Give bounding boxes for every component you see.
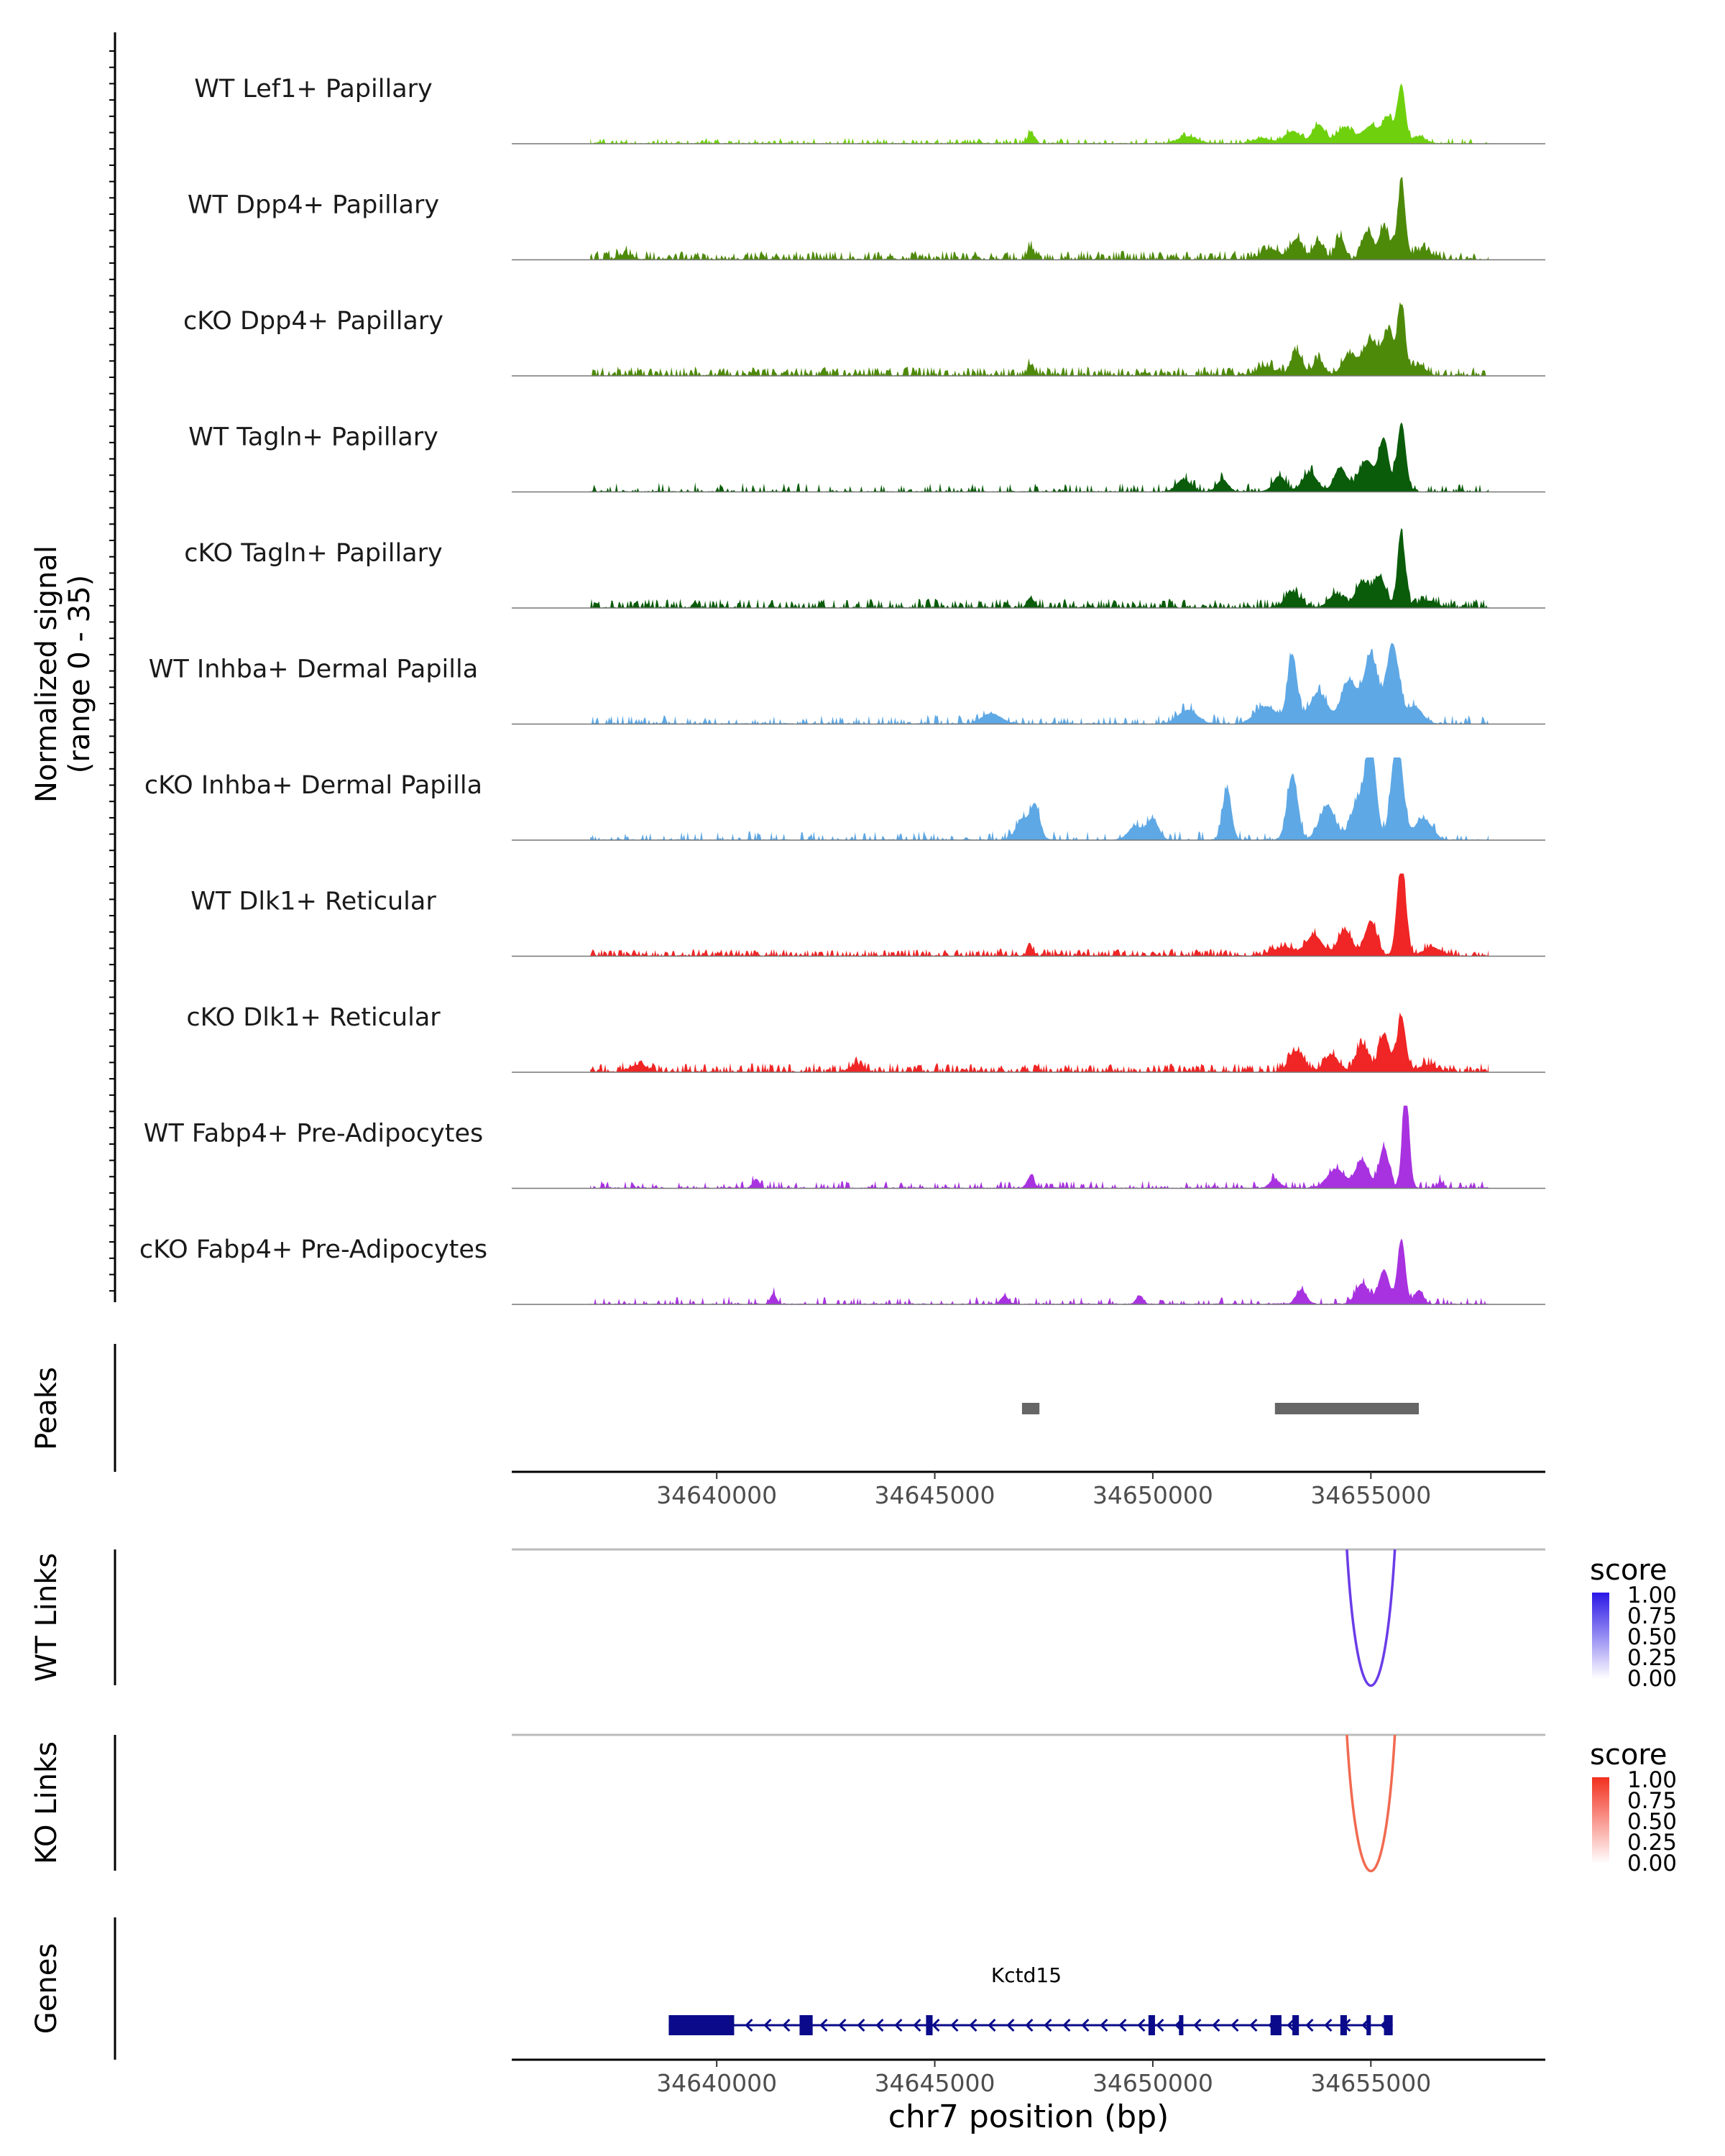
- legend-value: 1.00: [1627, 1767, 1677, 1793]
- strand-arrow: [838, 2018, 847, 2032]
- strand-arrow: [1081, 2018, 1090, 2032]
- legend-value: 1.00: [1627, 1583, 1677, 1608]
- legend-value: 0.50: [1627, 1624, 1677, 1650]
- track-label: cKO Fabp4+ Pre-Adipocytes: [139, 1235, 487, 1264]
- legend-value: 0.00: [1627, 1851, 1677, 1876]
- strand-arrow: [913, 2018, 921, 2032]
- strand-arrow: [857, 2018, 865, 2032]
- track-label: cKO Tagln+ Papillary: [184, 539, 443, 568]
- strand-arrow: [763, 2018, 772, 2032]
- link-arc: [1346, 1734, 1397, 1873]
- strand-arrow: [1287, 2018, 1295, 2032]
- genes-label: Genes: [30, 1943, 63, 2034]
- gene-name: Kctd15: [991, 1963, 1062, 1987]
- coverage-area: [590, 1012, 1489, 1072]
- strand-arrow: [1137, 2018, 1146, 2032]
- strand-arrow: [1230, 2018, 1239, 2032]
- peaks-label: Peaks: [30, 1367, 63, 1450]
- x-tick-label: 34650000: [1092, 1481, 1213, 1509]
- strand-arrow: [1044, 2018, 1052, 2032]
- x-tick-label: 34655000: [1310, 2069, 1431, 2097]
- strand-arrow: [932, 2018, 940, 2032]
- track-label: cKO Dlk1+ Reticular: [186, 1003, 441, 1032]
- strand-arrow: [875, 2018, 884, 2032]
- x-tick-label: 34640000: [656, 1481, 777, 1509]
- gene-exon: [1366, 2015, 1371, 2035]
- strand-arrow: [782, 2018, 791, 2032]
- track-label: cKO Dpp4+ Papillary: [183, 307, 443, 336]
- legend-title: score: [1590, 1554, 1667, 1587]
- gene-exon: [1384, 2015, 1393, 2035]
- peak-interval: [1274, 1403, 1420, 1414]
- strand-arrow: [894, 2018, 903, 2032]
- link-arc: [1346, 1549, 1397, 1687]
- legend-value: 0.25: [1627, 1830, 1677, 1856]
- coverage-area: [590, 302, 1489, 376]
- strand-arrow: [1006, 2018, 1015, 2032]
- coverage-area: [590, 83, 1489, 144]
- peak-interval: [1021, 1403, 1040, 1414]
- coverage-area: [590, 1238, 1489, 1304]
- links-label: KO Links: [30, 1741, 63, 1864]
- strand-arrow: [1062, 2018, 1071, 2032]
- strand-arrow: [1305, 2018, 1314, 2032]
- gene-exon: [668, 2015, 735, 2035]
- strand-arrow: [1324, 2018, 1333, 2032]
- coverage-y-label: Normalized signal: [30, 545, 63, 803]
- coverage-area: [590, 873, 1489, 957]
- x-tick-label: 34645000: [875, 2069, 995, 2097]
- strand-arrow: [1193, 2018, 1202, 2032]
- gene-exon: [1148, 2015, 1155, 2035]
- strand-arrow: [950, 2018, 959, 2032]
- gene-exon: [799, 2015, 813, 2035]
- gene-exon: [1340, 2015, 1347, 2035]
- track-label: WT Dlk1+ Reticular: [190, 888, 436, 916]
- strand-arrow: [1025, 2018, 1034, 2032]
- strand-arrow: [819, 2018, 828, 2032]
- coverage-area: [590, 422, 1489, 492]
- legend-colorbar: [1592, 1777, 1609, 1864]
- track-label: WT Tagln+ Papillary: [188, 423, 438, 452]
- track-label: WT Fabp4+ Pre-Adipocytes: [144, 1120, 483, 1148]
- x-tick-label: 34650000: [1092, 2069, 1213, 2097]
- legend-value: 0.75: [1627, 1788, 1677, 1814]
- track-label: WT Lef1+ Papillary: [194, 75, 433, 103]
- gene-exon: [926, 2015, 933, 2035]
- strand-arrow: [1212, 2018, 1220, 2032]
- coverage-area: [590, 1105, 1489, 1189]
- strand-arrow: [988, 2018, 996, 2032]
- coverage-area: [590, 528, 1489, 608]
- x-tick-label: 34655000: [1310, 1481, 1431, 1509]
- x-tick-label: 34640000: [656, 2069, 777, 2097]
- x-tick-label: 34645000: [875, 1481, 995, 1509]
- coverage-y-range-label: (range 0 - 35): [63, 575, 96, 773]
- coverage-area: [590, 177, 1489, 260]
- strand-arrow: [969, 2018, 978, 2032]
- legend-title: score: [1590, 1738, 1667, 1772]
- gene-exon: [1270, 2015, 1282, 2035]
- gene-exon: [1292, 2015, 1300, 2035]
- legend-value: 0.00: [1627, 1666, 1677, 1692]
- track-label: cKO Inhba+ Dermal Papilla: [144, 771, 482, 800]
- strand-arrow: [1249, 2018, 1258, 2032]
- legend-value: 0.50: [1627, 1809, 1677, 1835]
- track-label: WT Inhba+ Dermal Papilla: [149, 655, 478, 684]
- coverage-area: [590, 643, 1489, 724]
- links-label: WT Links: [30, 1553, 63, 1682]
- x-axis-title: chr7 position (bp): [888, 2099, 1169, 2135]
- strand-arrow: [745, 2018, 753, 2032]
- strand-arrow: [1118, 2018, 1127, 2032]
- coverage-area: [590, 757, 1489, 840]
- legend-value: 0.25: [1627, 1645, 1677, 1671]
- gene-exon: [1179, 2015, 1184, 2035]
- track-label: WT Dpp4+ Papillary: [188, 191, 439, 220]
- legend-colorbar: [1592, 1593, 1609, 1679]
- strand-arrow: [1100, 2018, 1108, 2032]
- strand-arrow: [1156, 2018, 1164, 2032]
- legend-value: 0.75: [1627, 1603, 1677, 1629]
